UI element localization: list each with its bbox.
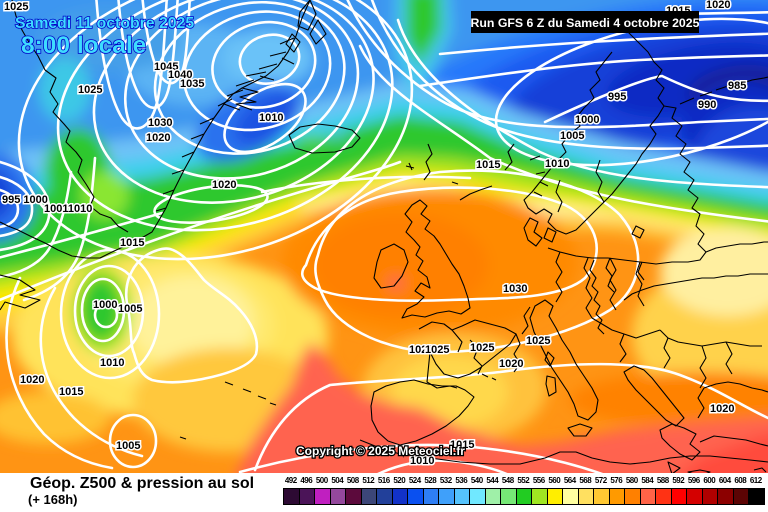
svg-text:8:00 locale: 8:00 locale [21, 32, 146, 59]
svg-text:995 1000: 995 1000 [2, 194, 48, 206]
svg-text:1030: 1030 [503, 283, 527, 295]
svg-text:1000: 1000 [93, 299, 117, 311]
svg-text:1030: 1030 [148, 117, 172, 129]
svg-text:1015: 1015 [59, 386, 83, 398]
svg-text:1020: 1020 [706, 0, 730, 11]
svg-text:1045: 1045 [154, 61, 178, 73]
svg-text:1005: 1005 [560, 130, 584, 142]
svg-text:Samedi 11 octobre 2025: Samedi 11 octobre 2025 [15, 15, 194, 32]
svg-text:1010: 1010 [545, 158, 569, 170]
svg-text:1025: 1025 [425, 344, 449, 356]
svg-text:1015: 1015 [476, 159, 500, 171]
svg-text:1025: 1025 [470, 342, 494, 354]
svg-text:1035: 1035 [180, 78, 204, 90]
svg-text:1010: 1010 [259, 112, 283, 124]
svg-text:1020: 1020 [710, 403, 734, 415]
svg-text:1005: 1005 [118, 303, 142, 315]
svg-text:1015: 1015 [450, 439, 474, 451]
svg-text:1025: 1025 [78, 84, 102, 96]
svg-text:985: 985 [728, 80, 746, 92]
svg-text:10011010: 10011010 [44, 203, 92, 215]
svg-text:1000: 1000 [575, 114, 599, 126]
svg-text:1040: 1040 [168, 69, 192, 81]
svg-text:995: 995 [608, 91, 626, 103]
svg-text:1010: 1010 [410, 455, 434, 467]
svg-text:1020: 1020 [409, 344, 433, 356]
svg-text:1020: 1020 [20, 374, 44, 386]
svg-text:1015: 1015 [120, 237, 144, 249]
svg-text:1005: 1005 [116, 440, 140, 452]
svg-text:1025: 1025 [4, 1, 28, 13]
svg-text:1020: 1020 [212, 179, 236, 191]
svg-text:1020: 1020 [146, 132, 170, 144]
svg-text:1020: 1020 [499, 358, 523, 370]
svg-text:1010: 1010 [100, 357, 124, 369]
svg-text:1025: 1025 [526, 335, 550, 347]
svg-text:Copyright © 2025 Meteociel.fr: Copyright © 2025 Meteociel.fr [296, 444, 465, 458]
svg-text:Run GFS 6 Z du Samedi 4 octobr: Run GFS 6 Z du Samedi 4 octobre 2025 [471, 16, 700, 30]
svg-text:990: 990 [698, 99, 716, 111]
